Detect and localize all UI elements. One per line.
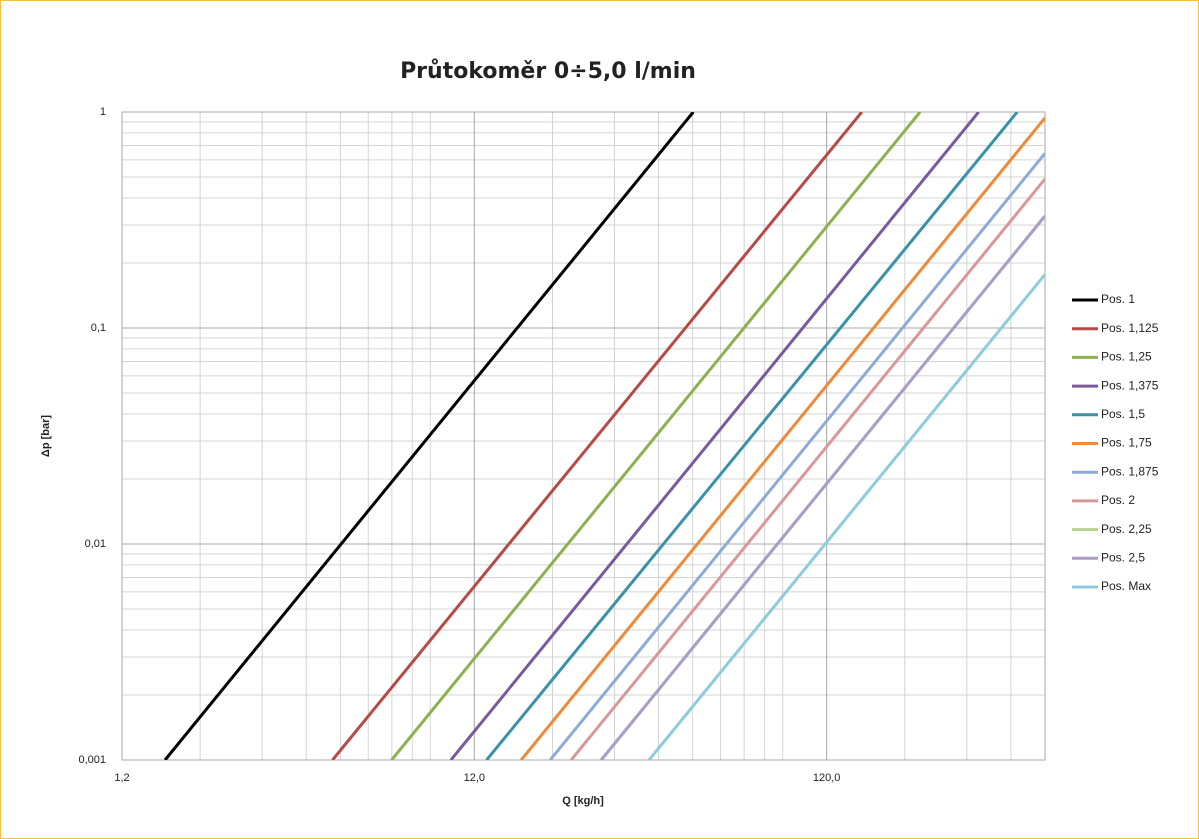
legend-label: Pos. 1,25 <box>1101 350 1152 364</box>
series-line <box>163 112 695 760</box>
y-tick-label: 0,001 <box>78 754 106 766</box>
series-line <box>570 177 1045 760</box>
series-line <box>485 112 1019 760</box>
y-tick-label: 0,1 <box>91 322 106 334</box>
legend-label: Pos. 2 <box>1101 493 1135 507</box>
legend-label: Pos. 2,5 <box>1101 550 1145 564</box>
series-line <box>600 215 1045 760</box>
legend-label: Pos. 1,125 <box>1101 321 1159 335</box>
legend-label: Pos. 1 <box>1101 292 1135 306</box>
series-line <box>390 112 922 760</box>
x-tick-label: 1,2 <box>114 772 129 784</box>
legend-label: Pos. 1,875 <box>1101 464 1159 478</box>
chart-title: Průtokoměr 0÷5,0 l/min <box>400 59 696 84</box>
legend-label: Pos. 1,75 <box>1101 436 1152 450</box>
legend-label: Pos. 2,25 <box>1101 522 1152 536</box>
x-axis-label: Q [kg/h] <box>562 795 604 807</box>
y-axis-label: Δp [bar] <box>40 415 52 457</box>
x-tick-label: 120,0 <box>813 772 841 784</box>
series-line <box>549 152 1045 760</box>
series-line <box>647 273 1045 760</box>
legend-label: Pos. Max <box>1101 579 1151 593</box>
series-line <box>520 116 1045 760</box>
x-tick-label: 12,0 <box>464 772 485 784</box>
legend-label: Pos. 1,375 <box>1101 378 1159 392</box>
legend-label: Pos. 1,5 <box>1101 407 1145 421</box>
y-tick-label: 0,01 <box>85 538 106 550</box>
y-tick-label: 1 <box>100 106 106 118</box>
plot-border <box>121 111 1046 761</box>
series-line <box>331 112 863 760</box>
series-line <box>449 112 980 760</box>
